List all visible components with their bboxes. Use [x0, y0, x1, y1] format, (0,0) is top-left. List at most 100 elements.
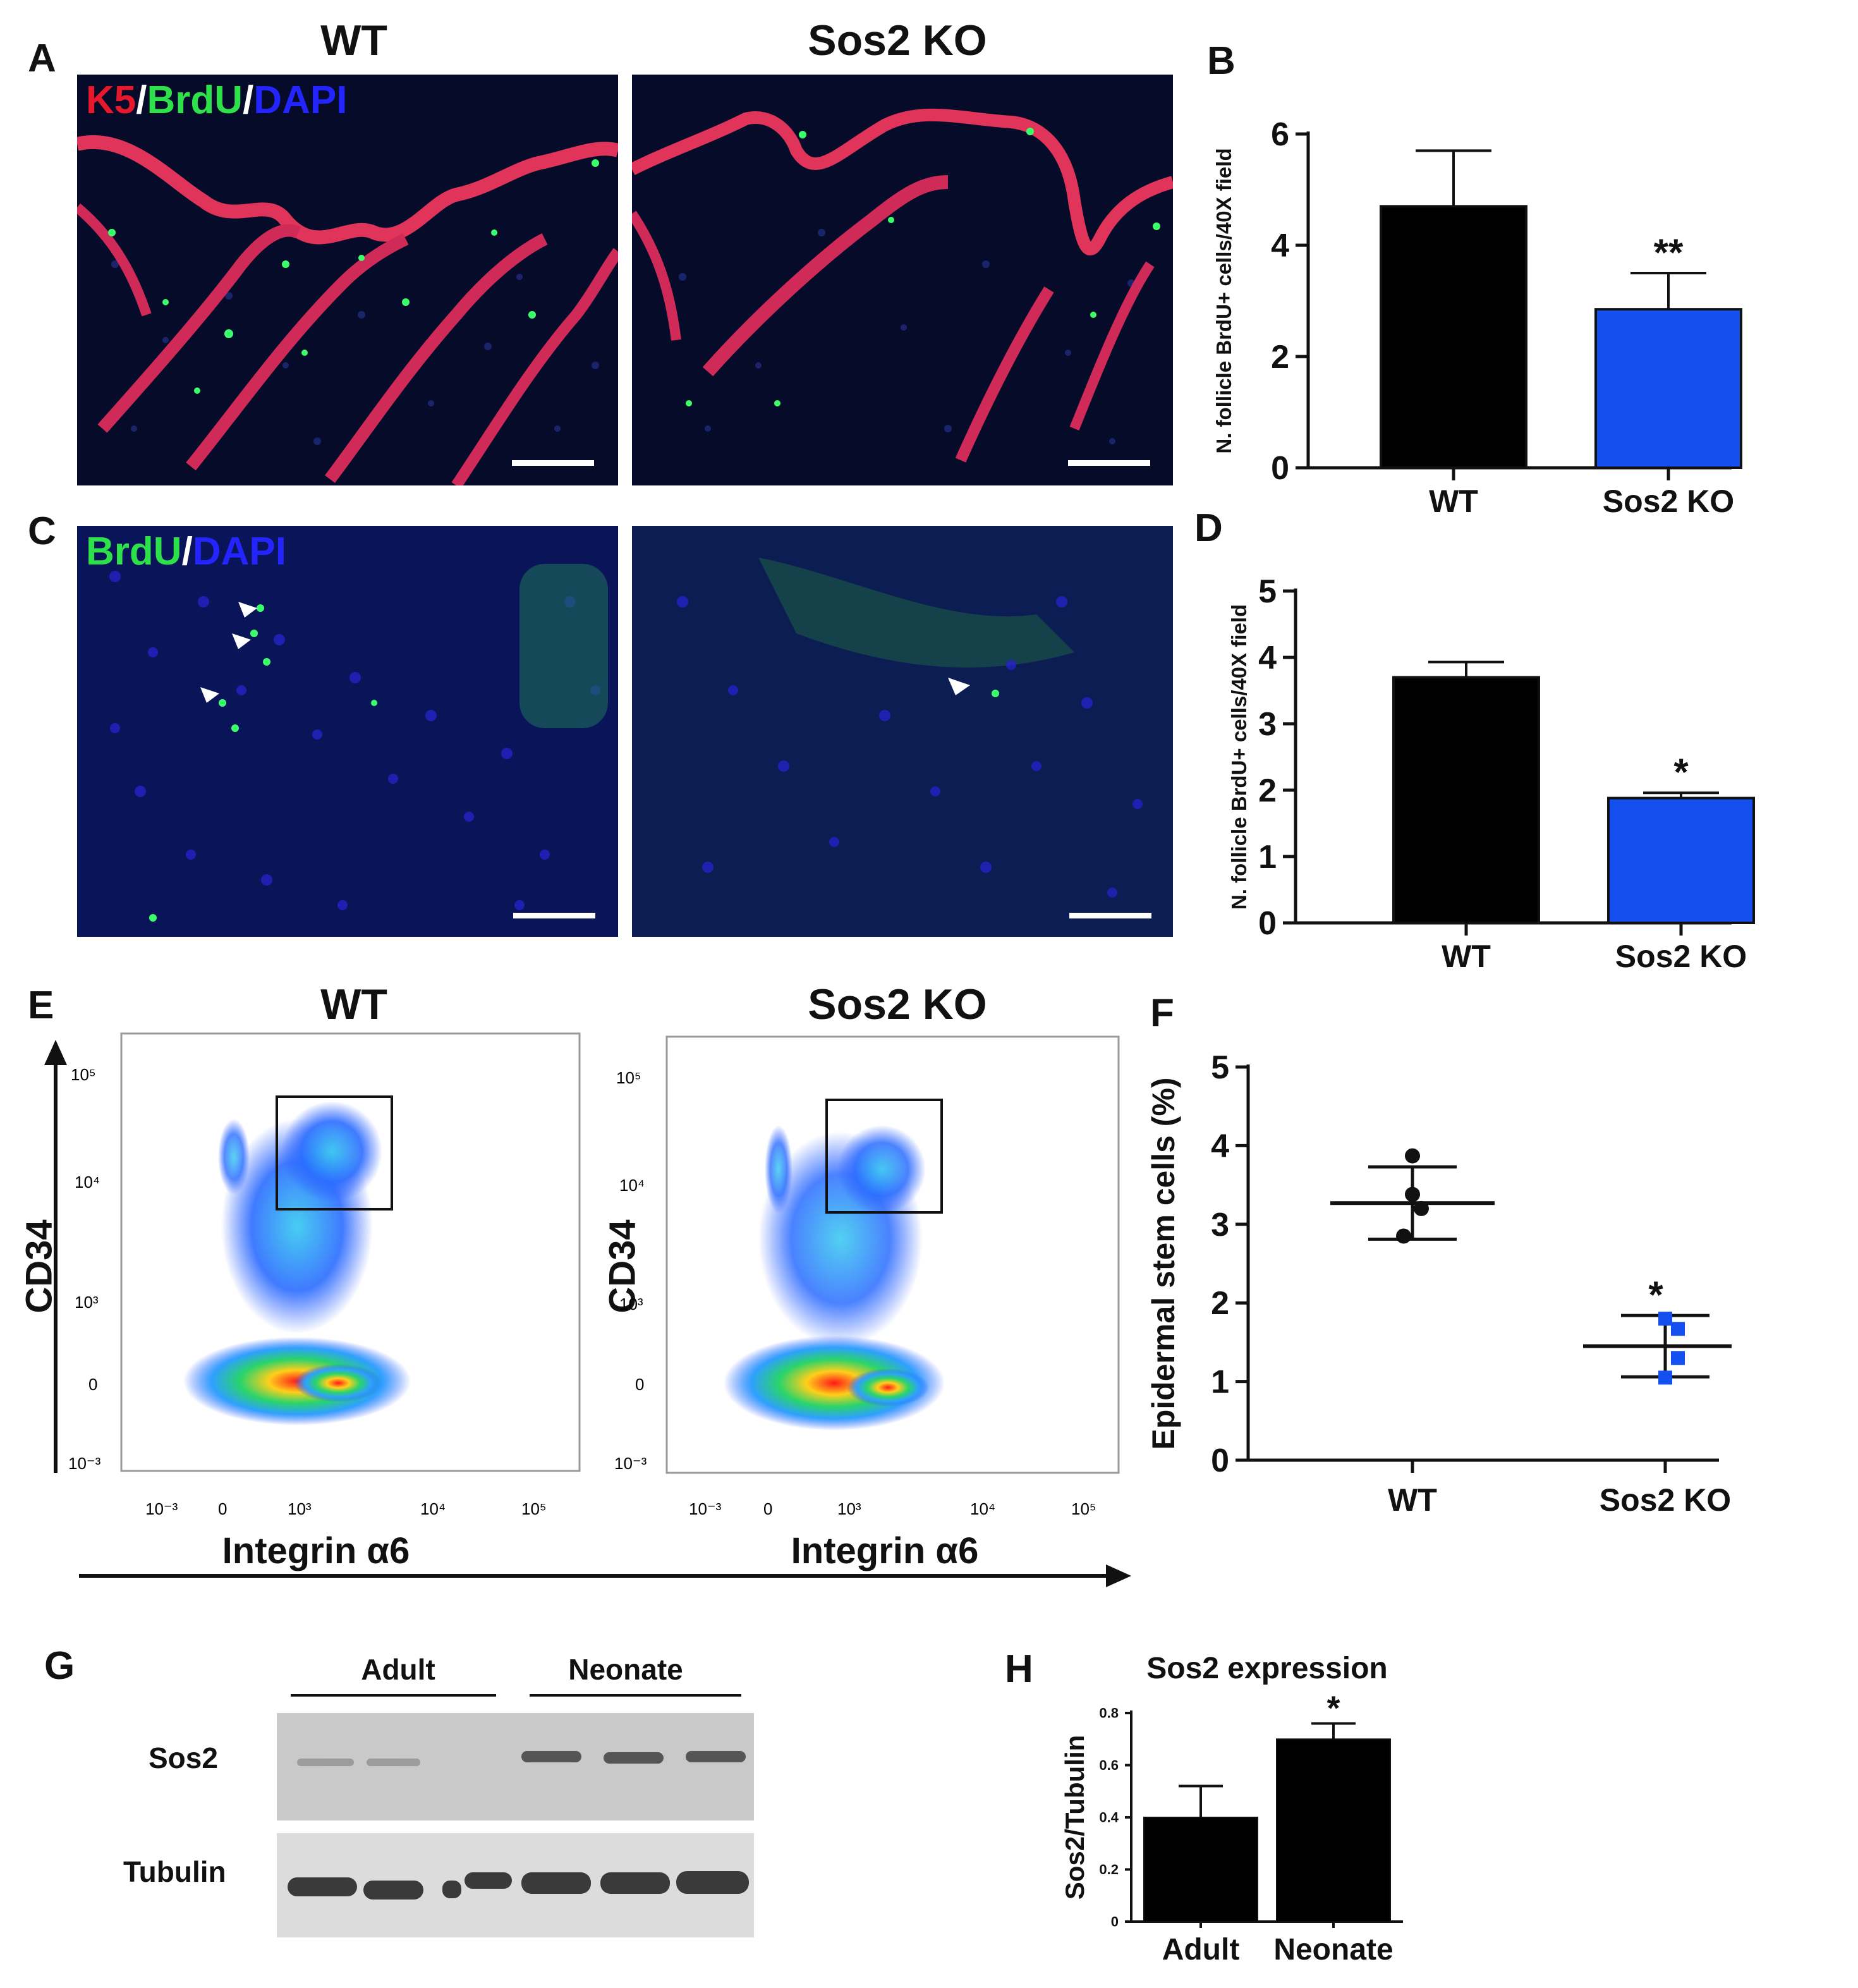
bar — [1143, 1817, 1258, 1922]
y-tick-label: 5 — [1258, 573, 1277, 610]
y-tick-label: 2 — [1258, 772, 1277, 809]
flow-ytick: 10⁻³ — [68, 1454, 101, 1473]
data-point — [1671, 1322, 1685, 1336]
flow-xtick: 10⁻³ — [689, 1499, 722, 1518]
data-point — [1414, 1200, 1429, 1216]
flow-xtick: 10³ — [288, 1499, 312, 1518]
chart-h: 0 0.2 0.4 0.6 0.8 Adult Neonate * Sos2/Tubulin So… — [1060, 1652, 1403, 1967]
flow-ytick: 0 — [88, 1375, 98, 1394]
blot-group-neonate: Neonate — [568, 1653, 683, 1686]
chart-b: 0 2 4 6 WT Sos2 KO ** N. follicle BrdU+ cells/4… — [1212, 116, 1742, 519]
y-axis-label: Sos2/Tubulin — [1060, 1735, 1090, 1900]
flow-xtick: 10⁻³ — [145, 1499, 178, 1518]
micrograph-a-wt: K5/BrdU/DAPI — [77, 75, 618, 485]
dapi-label: DAPI — [192, 530, 286, 573]
bar — [1594, 308, 1742, 470]
flow-xlabel-wt: Integrin α6 — [222, 1530, 410, 1571]
y-tick-label: 5 — [1211, 1049, 1229, 1086]
flow-xlabel-ko: Integrin α6 — [791, 1530, 979, 1571]
y-tick-label: 0.6 — [1099, 1757, 1119, 1773]
y-tick-label: 0.2 — [1099, 1862, 1119, 1877]
y-tick-label: 0 — [1271, 450, 1289, 487]
x-tick-label: Neonate — [1273, 1933, 1393, 1967]
x-tick-label: WT — [1388, 1482, 1437, 1518]
flow-ytick: 10⁵ — [71, 1065, 96, 1084]
y-tick-label: 2 — [1271, 339, 1289, 375]
x-tick-label: Sos2 KO — [1615, 939, 1747, 974]
x-tick-label: Adult — [1162, 1933, 1240, 1967]
sep-label: / — [136, 78, 147, 122]
chart-d: 0 1 2 3 4 5 WT Sos2 KO * N. follicle BrdU+ cells/… — [1227, 573, 1755, 974]
bar — [1380, 205, 1527, 469]
ko-header-a: Sos2 KO — [808, 16, 987, 64]
flow-xtick: 0 — [218, 1499, 228, 1518]
flow-ytick: 10³ — [75, 1293, 99, 1312]
y-axis-label: N. follicle BrdU+ cells/40X field — [1227, 604, 1251, 910]
flow-xtick: 10⁵ — [1071, 1499, 1096, 1518]
panel-letter-e: E — [28, 984, 54, 1027]
y-tick-label: 3 — [1258, 706, 1277, 743]
western-blot — [277, 1713, 754, 1937]
flow-ytick: 10⁴ — [619, 1176, 645, 1195]
data-point — [1396, 1228, 1411, 1244]
flow-plots-e — [44, 1032, 1131, 1587]
y-tick-label: 0 — [1211, 1442, 1229, 1479]
x-tick-label: WT — [1442, 939, 1491, 974]
y-tick-label: 0.4 — [1099, 1810, 1119, 1826]
brdu-label: BrdU — [86, 530, 182, 573]
bar — [1392, 676, 1540, 924]
panel-letter-a: A — [28, 37, 56, 80]
k5-label: K5 — [86, 78, 137, 122]
blot-group-line-neonate — [530, 1694, 741, 1697]
significance-label: * — [1327, 1690, 1340, 1728]
bar — [1607, 796, 1755, 924]
y-tick-label: 4 — [1258, 640, 1277, 676]
y-tick-label: 1 — [1211, 1364, 1229, 1401]
panel-letter-c: C — [28, 509, 56, 553]
x-tick-label: Sos2 KO — [1603, 484, 1734, 519]
significance-label: * — [1673, 751, 1689, 793]
panel-letter-b: B — [1207, 39, 1236, 83]
brdu-label: BrdU — [147, 78, 243, 122]
flow-ytick: 0 — [635, 1375, 645, 1394]
significance-label: * — [1648, 1274, 1663, 1316]
flow-ylabel-wt: CD34 — [18, 1219, 60, 1314]
data-point — [1405, 1148, 1420, 1164]
flow-plot-ko — [665, 1035, 1120, 1474]
y-tick-label: 6 — [1271, 116, 1289, 153]
flow-ytick: 10⁵ — [616, 1068, 641, 1087]
stain-legend-c: BrdU/DAPI — [86, 532, 286, 571]
flow-xtick: 10⁴ — [970, 1499, 996, 1518]
data-point — [1405, 1186, 1420, 1202]
y-tick-label: 0 — [1111, 1914, 1119, 1930]
y-tick-label: 1 — [1258, 839, 1277, 875]
panel-letter-f: F — [1150, 991, 1174, 1035]
ko-header-e: Sos2 KO — [808, 980, 987, 1028]
data-point — [1658, 1370, 1672, 1385]
panel-letter-g: G — [44, 1644, 75, 1688]
flow-ytick: 10⁻³ — [614, 1454, 647, 1473]
flow-xtick: 10³ — [837, 1499, 861, 1518]
blot-group-adult: Adult — [361, 1653, 435, 1686]
y-tick-label: 4 — [1211, 1128, 1229, 1164]
y-axis-label: Epidermal stem cells (%) — [1146, 1077, 1181, 1449]
flow-xtick: 10⁴ — [420, 1499, 446, 1518]
bar — [1276, 1738, 1391, 1922]
wt-header-e: WT — [320, 980, 387, 1028]
x-tick-label: Sos2 KO — [1600, 1482, 1731, 1518]
significance-label: ** — [1654, 231, 1684, 274]
x-tick-label: WT — [1429, 484, 1478, 519]
stain-legend-a: K5/BrdU/DAPI — [86, 81, 347, 120]
y-axis-label: N. follicle BrdU+ cells/40X field — [1212, 148, 1236, 453]
y-tick-label: 0 — [1258, 905, 1277, 942]
data-point — [1658, 1312, 1672, 1326]
flow-plot-wt — [120, 1032, 581, 1472]
dapi-label: DAPI — [253, 78, 348, 122]
y-tick-label: 2 — [1211, 1285, 1229, 1322]
flow-ytick: 10⁴ — [75, 1173, 100, 1192]
micrograph-c-ko — [632, 526, 1173, 937]
sep-label: / — [181, 530, 193, 573]
micrograph-c-wt: BrdU/DAPI — [77, 526, 618, 937]
wt-header-a: WT — [320, 16, 387, 64]
sep-label: / — [243, 78, 254, 122]
